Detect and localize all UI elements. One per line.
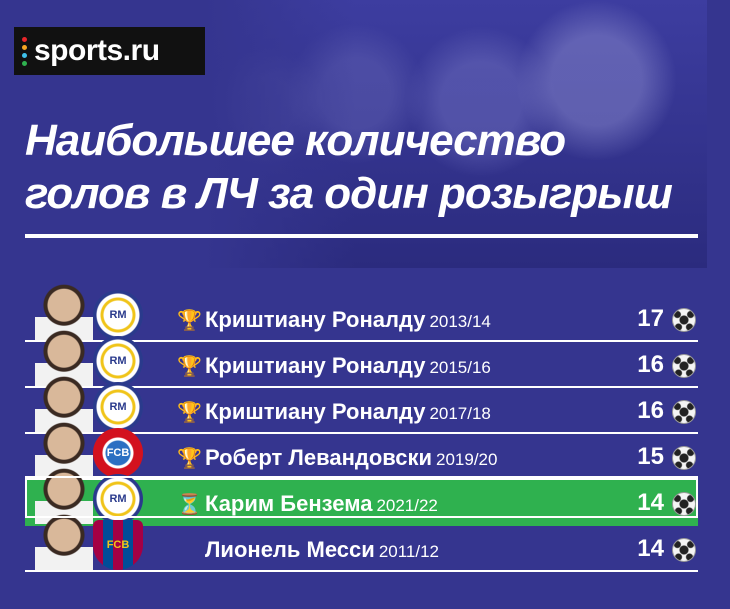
club-short-label: RM	[109, 309, 127, 321]
scorers-list: RM 🏆 Криштиану Роналду 2013/14 17 RM 🏆 Криштиан…	[25, 282, 698, 572]
soccer-ball-icon	[672, 400, 696, 424]
player-name: Криштиану Роналду 2017/18	[205, 399, 491, 425]
club-short-label: FCB	[106, 447, 130, 459]
season-label: 2011/12	[378, 542, 440, 561]
row-divider	[25, 340, 698, 342]
page-title: Наибольшее количество голов в ЛЧ за один…	[25, 114, 685, 220]
soccer-ball-icon	[672, 308, 696, 332]
player-name: Карим Бензема 2021/22	[205, 491, 438, 517]
title-line-1: Наибольшее количество	[25, 116, 566, 165]
trophy-icon: 🏆	[177, 356, 202, 378]
trophy-icon: 🏆	[177, 402, 202, 424]
real-madrid-crest: RM	[93, 474, 143, 524]
list-item: RM 🏆 Криштиану Роналду 2017/18 16	[25, 374, 698, 434]
hourglass-icon: ⏳	[177, 494, 202, 516]
soccer-ball-icon	[672, 446, 696, 470]
player-name: Криштиану Роналду 2013/14	[205, 307, 491, 333]
season-label: 2019/20	[436, 450, 498, 469]
logo-dot	[22, 36, 27, 42]
goals-count: 17	[637, 305, 664, 332]
goals-count: 14	[637, 535, 664, 562]
player-name-text: Роберт Левандовски	[205, 445, 433, 470]
goals-count: 14	[637, 489, 664, 516]
player-name: Криштиану Роналду 2015/16	[205, 353, 491, 379]
row-divider	[25, 478, 698, 480]
club-short-label: RM	[109, 355, 127, 367]
club-short-label: RM	[109, 493, 127, 505]
barcelona-crest: FCB	[93, 520, 143, 570]
list-item: RM ⏳ Карим Бензема 2021/22 14	[25, 466, 698, 526]
logo-text: sports.ru	[34, 34, 160, 67]
row-divider	[25, 386, 698, 388]
real-madrid-crest: RM	[93, 382, 143, 432]
row-divider	[25, 570, 698, 572]
player-name-text: Лионель Месси	[205, 537, 375, 562]
club-short-label: FCB	[106, 539, 130, 551]
hero-photo-fade	[205, 0, 355, 268]
club-short-label: RM	[109, 401, 127, 413]
goals-count: 16	[637, 351, 664, 378]
logo-dot	[22, 52, 27, 58]
goals-count: 16	[637, 397, 664, 424]
player-name: Роберт Левандовски 2019/20	[205, 445, 497, 471]
trophy-icon: 🏆	[177, 448, 202, 470]
title-underline	[25, 234, 698, 238]
trophy-icon: 🏆	[177, 310, 202, 332]
sports-ru-logo[interactable]: sports.ru	[14, 27, 205, 75]
soccer-ball-icon	[672, 354, 696, 378]
list-item: FCB 🏆 Роберт Левандовски 2019/20 15	[25, 420, 698, 480]
logo-dot	[22, 44, 27, 50]
real-madrid-crest: RM	[93, 290, 143, 340]
list-item: FCB Лионель Месси 2011/12 14	[25, 512, 698, 572]
lionel-messi-photo	[35, 512, 93, 570]
soccer-ball-icon	[672, 492, 696, 516]
player-name-text: Карим Бензема	[205, 491, 373, 516]
player-name-text: Криштиану Роналду	[205, 399, 426, 424]
list-item: RM 🏆 Криштиану Роналду 2013/14 17	[25, 282, 698, 342]
season-label: 2017/18	[429, 404, 491, 423]
player-name-text: Криштиану Роналду	[205, 353, 426, 378]
season-label: 2021/22	[376, 496, 438, 515]
list-item: RM 🏆 Криштиану Роналду 2015/16 16	[25, 328, 698, 388]
logo-dot	[22, 60, 27, 66]
title-line-2: голов в ЛЧ за один розыгрыш	[25, 169, 673, 218]
player-name-text: Криштиану Роналду	[205, 307, 426, 332]
soccer-ball-icon	[672, 538, 696, 562]
row-divider	[25, 432, 698, 434]
season-label: 2013/14	[429, 312, 491, 331]
goals-count: 15	[637, 443, 664, 470]
real-madrid-crest: RM	[93, 336, 143, 386]
player-name: Лионель Месси 2011/12	[205, 537, 439, 563]
logo-dots-icon	[22, 36, 27, 66]
bayern-crest: FCB	[93, 428, 143, 478]
season-label: 2015/16	[429, 358, 491, 377]
